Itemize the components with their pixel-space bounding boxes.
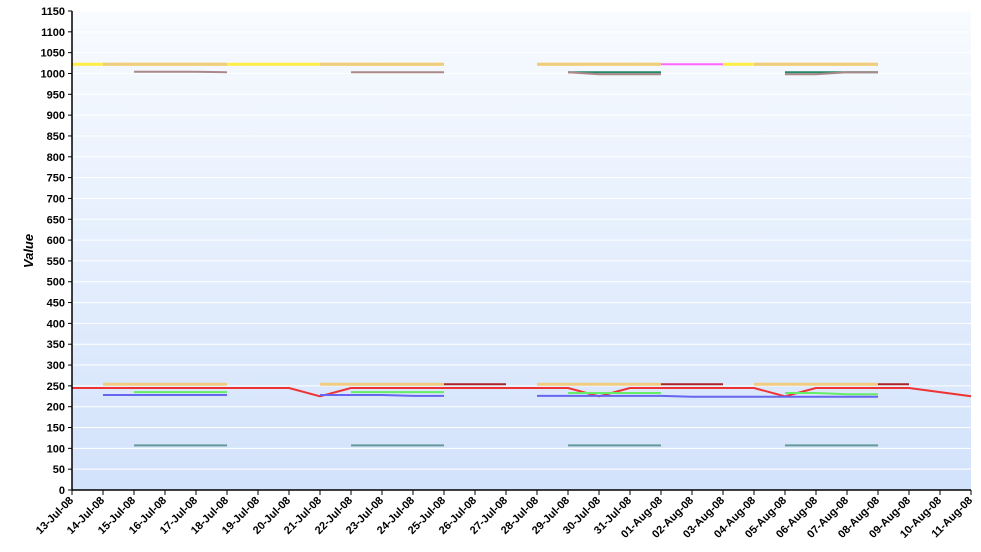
y-tick-label: 1100 [41,27,65,39]
y-tick-label: 1150 [41,6,65,18]
x-tick-labels: 13-Jul-0814-Jul-0815-Jul-0816-Jul-0817-J… [34,495,975,541]
y-tick-label: 150 [47,423,65,435]
y-tick-label: 500 [47,277,65,289]
y-tick-label: 550 [47,256,65,268]
y-tick-label: 800 [47,152,65,164]
y-tick-label: 900 [47,110,65,122]
y-tick-label: 300 [47,360,65,372]
y-axis-title: Value [21,234,36,268]
y-tick-label: 850 [47,131,65,143]
y-tick-label: 750 [47,173,65,185]
y-tick-labels: 0 50 100 150 200 250 300 350 400 450 500 550 600 650 7… [41,6,65,497]
y-tick-label: 700 [47,193,65,205]
y-tick-label: 200 [47,402,65,414]
y-tick-label: 50 [53,464,65,476]
y-tick-label: 950 [47,89,65,101]
y-tick-label: 450 [47,298,65,310]
y-tick-label: 650 [47,214,65,226]
y-tick-label: 250 [47,381,65,393]
y-tick-label: 1050 [41,48,65,60]
y-tick-label: 100 [47,443,65,455]
y-tick-label: 1000 [41,68,65,80]
y-tick-label: 600 [47,235,65,247]
series-line-segment [320,395,444,396]
y-tick-label: 0 [59,485,65,497]
series-line-segment [537,396,878,397]
y-tick-label: 350 [47,339,65,351]
plot-area [72,11,971,490]
y-tick-label: 400 [47,318,65,330]
